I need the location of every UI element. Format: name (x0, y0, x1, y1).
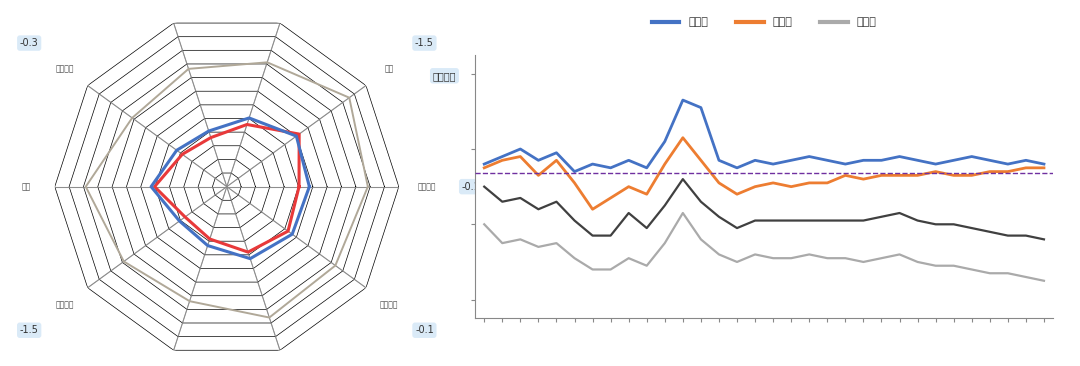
Polygon shape (198, 160, 256, 214)
Polygon shape (83, 51, 370, 323)
Text: -0.1: -0.1 (415, 325, 434, 335)
Polygon shape (140, 105, 313, 268)
Polygon shape (213, 173, 241, 200)
Polygon shape (69, 37, 384, 337)
Legend: 蓝色线, 橙色线, 灰色线: 蓝色线, 橙色线, 灰色线 (647, 13, 881, 32)
Polygon shape (184, 146, 270, 228)
Text: -1.5: -1.5 (19, 325, 39, 335)
Polygon shape (55, 23, 399, 350)
Text: -0.1: -0.1 (461, 182, 481, 192)
Polygon shape (112, 78, 341, 296)
Text: 环比变动: 环比变动 (433, 71, 456, 81)
Polygon shape (170, 132, 284, 241)
Text: -1.5: -1.5 (415, 38, 434, 48)
Polygon shape (156, 119, 298, 255)
Polygon shape (98, 64, 355, 309)
Polygon shape (126, 91, 327, 282)
Text: -0.3: -0.3 (19, 38, 39, 48)
